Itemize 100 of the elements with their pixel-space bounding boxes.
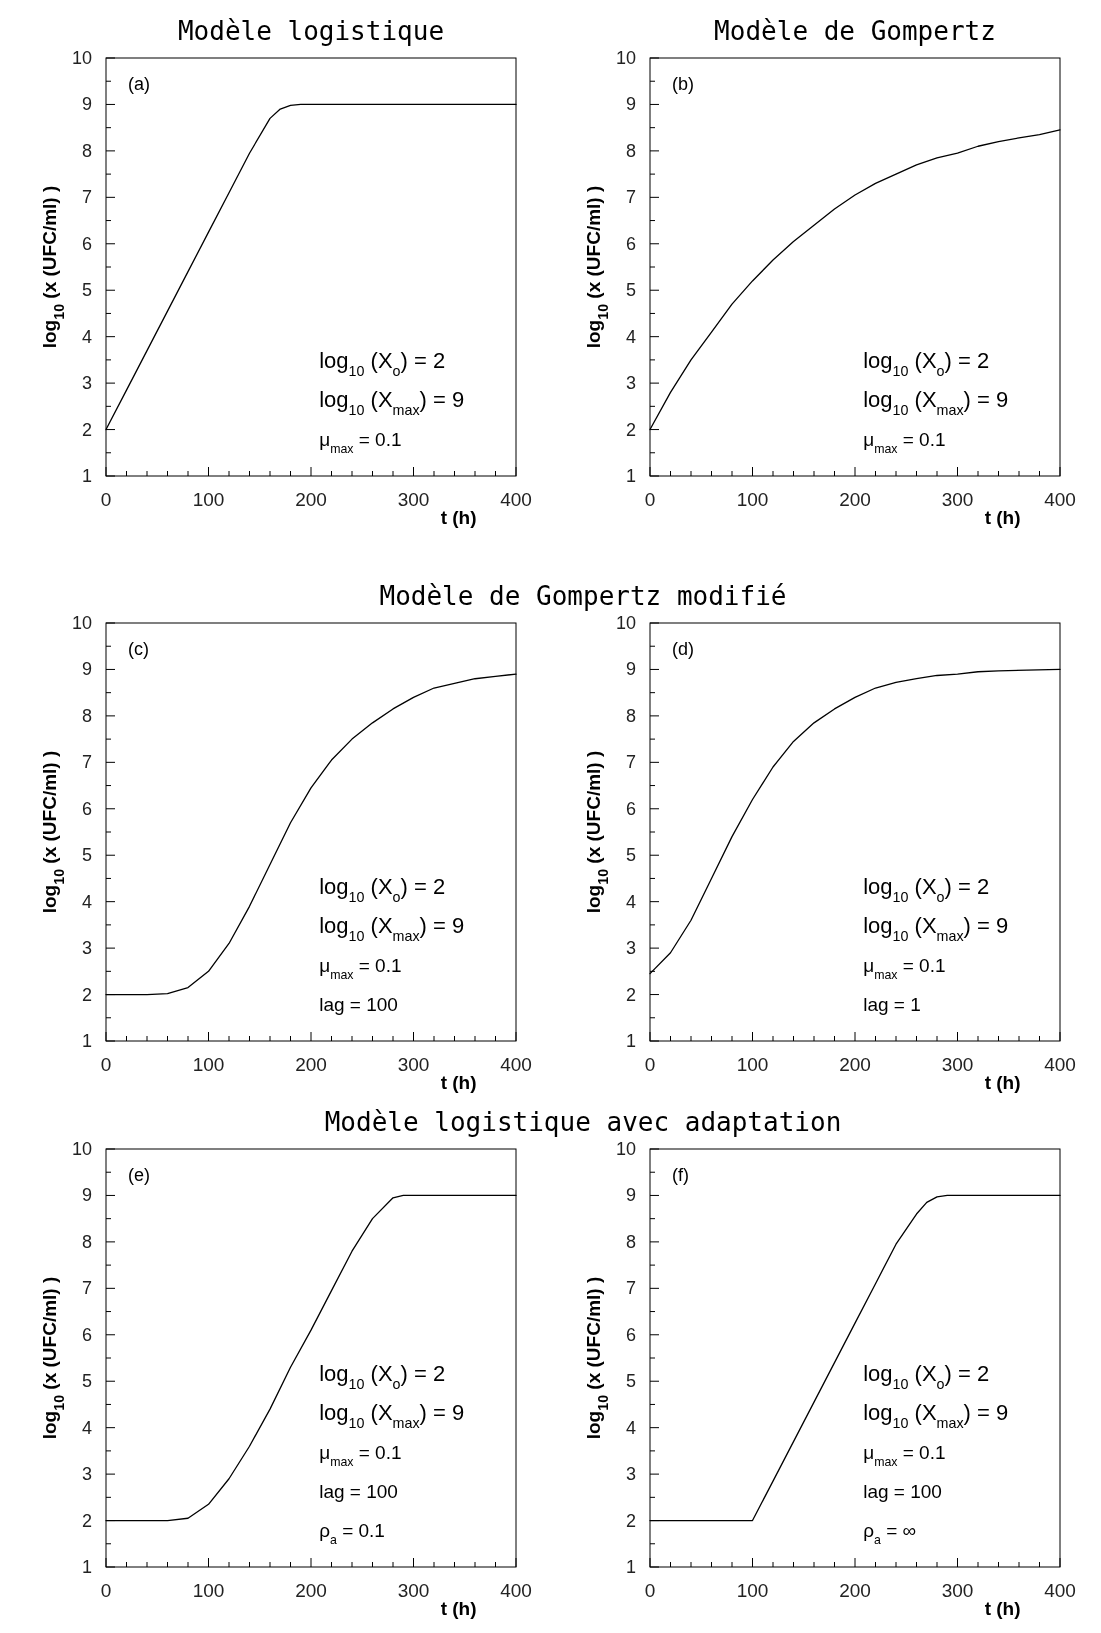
y-tick-label: 10 <box>71 613 92 633</box>
x-axis-title: t (h) <box>440 1598 477 1619</box>
y-tick-label: 7 <box>625 1278 636 1299</box>
annotation: log$_{10}$ (X$_{o}$) = 2 <box>319 348 446 379</box>
y-tick-label: 7 <box>625 752 636 773</box>
x-tick-label: 100 <box>736 1054 769 1075</box>
y-tick-label: 9 <box>81 1185 92 1206</box>
x-axis-title: t (h) <box>440 507 477 528</box>
y-tick-label: 9 <box>625 94 636 115</box>
x-tick-label: 300 <box>941 489 974 510</box>
x-axis-title: t (h) <box>984 507 1021 528</box>
y-tick-label: 2 <box>625 419 636 440</box>
annotation: lag = 1 <box>863 994 921 1015</box>
x-tick-label: 400 <box>1044 1054 1076 1075</box>
annotation: μ$_{max}$ = 0.1 <box>863 429 946 456</box>
x-tick-label: 0 <box>100 489 112 510</box>
x-tick-label: 200 <box>295 1054 327 1075</box>
y-tick-label: 1 <box>81 1031 92 1051</box>
x-tick-label: 100 <box>192 1580 225 1601</box>
y-tick-label: 8 <box>81 1231 92 1252</box>
y-tick-label: 6 <box>81 1324 92 1345</box>
annotation: (c) <box>128 639 149 659</box>
x-axis-title: t (h) <box>984 1072 1021 1093</box>
y-tick-label: 4 <box>81 1417 92 1438</box>
x-tick-label: 200 <box>839 1580 871 1601</box>
annotation: ρ$_{a}$ = ∞ <box>863 1520 917 1547</box>
x-tick-label: 400 <box>500 489 532 510</box>
annotation: μ$_{max}$ = 0.1 <box>863 955 946 982</box>
x-tick-label: 100 <box>736 1580 769 1601</box>
x-tick-label: 200 <box>295 489 327 510</box>
y-tick-label: 9 <box>625 1185 636 1206</box>
annotation: (b) <box>672 74 694 94</box>
y-tick-label: 10 <box>615 48 636 68</box>
y-tick-label: 6 <box>81 798 92 819</box>
y-tick-label: 2 <box>625 1510 636 1531</box>
y-tick-label: 9 <box>81 94 92 115</box>
annotation: log$_{10}$ (X$_{o}$) = 2 <box>863 1361 990 1392</box>
y-tick-label: 1 <box>625 466 636 486</box>
x-tick-label: 100 <box>192 1054 225 1075</box>
x-tick-label: 0 <box>644 489 656 510</box>
annotation: log$_{10}$ (X$_{o}$) = 2 <box>863 348 990 379</box>
annotation: log$_{10}$ (X$_{max}$) = 9 <box>863 913 1009 944</box>
y-tick-label: 7 <box>81 752 92 773</box>
annotation: log$_{10}$ (X$_{max}$) = 9 <box>319 913 465 944</box>
y-tick-label: 10 <box>615 613 636 633</box>
y-tick-label: 6 <box>625 233 636 254</box>
x-tick-label: 400 <box>1044 489 1076 510</box>
y-tick-label: 1 <box>81 1557 92 1577</box>
annotation: μ$_{max}$ = 0.1 <box>863 1442 946 1469</box>
y-tick-label: 7 <box>81 1278 92 1299</box>
y-tick-label: 8 <box>81 705 92 726</box>
y-tick-label: 2 <box>625 984 636 1005</box>
x-tick-label: 300 <box>397 1054 430 1075</box>
x-tick-label: 0 <box>644 1054 656 1075</box>
y-tick-label: 1 <box>625 1557 636 1577</box>
annotation: log$_{10}$ (X$_{o}$) = 2 <box>319 874 446 905</box>
chart-title: Modèle de Gompertz <box>714 16 996 46</box>
annotation: log$_{10}$ (X$_{max}$) = 9 <box>863 1400 1009 1431</box>
y-tick-label: 3 <box>81 938 92 959</box>
x-tick-label: 300 <box>941 1054 974 1075</box>
y-tick-label: 2 <box>81 1510 92 1531</box>
y-tick-label: 9 <box>625 659 636 680</box>
annotation: μ$_{max}$ = 0.1 <box>319 429 402 456</box>
annotation: (e) <box>128 1165 150 1185</box>
annotation: log$_{10}$ (X$_{max}$) = 9 <box>319 387 465 418</box>
annotation: log$_{10}$ (X$_{o}$) = 2 <box>863 874 990 905</box>
text: Modèle logistique avec adaptation <box>324 1107 842 1137</box>
annotation: μ$_{max}$ = 0.1 <box>319 1442 402 1469</box>
y-tick-label: 4 <box>625 891 636 912</box>
y-tick-label: 4 <box>625 326 636 347</box>
y-tick-label: 8 <box>625 140 636 161</box>
annotation: log$_{10}$ (X$_{max}$) = 9 <box>863 387 1009 418</box>
y-tick-label: 6 <box>625 1324 636 1345</box>
y-tick-label: 3 <box>81 373 92 394</box>
annotation: lag = 100 <box>319 1481 398 1502</box>
y-tick-label: 10 <box>71 1139 92 1159</box>
x-tick-label: 400 <box>500 1054 532 1075</box>
y-tick-label: 4 <box>81 326 92 347</box>
annotation: lag = 100 <box>863 1481 942 1502</box>
x-tick-label: 200 <box>839 489 871 510</box>
y-tick-label: 3 <box>81 1464 92 1485</box>
x-tick-label: 200 <box>295 1580 327 1601</box>
y-tick-label: 2 <box>81 419 92 440</box>
x-tick-label: 100 <box>736 489 769 510</box>
y-tick-label: 10 <box>71 48 92 68</box>
y-tick-label: 1 <box>625 1031 636 1051</box>
y-tick-label: 7 <box>625 187 636 208</box>
y-tick-label: 9 <box>81 659 92 680</box>
y-tick-label: 6 <box>625 798 636 819</box>
text: Modèle de Gompertz modifié <box>379 581 787 611</box>
y-tick-label: 5 <box>81 845 92 866</box>
y-tick-label: 5 <box>625 280 636 301</box>
y-tick-label: 4 <box>625 1417 636 1438</box>
x-tick-label: 100 <box>192 489 225 510</box>
annotation: lag = 100 <box>319 994 398 1015</box>
y-tick-label: 5 <box>81 1371 92 1392</box>
y-tick-label: 4 <box>81 891 92 912</box>
y-tick-label: 3 <box>625 1464 636 1485</box>
y-tick-label: 10 <box>615 1139 636 1159</box>
x-tick-label: 0 <box>644 1580 656 1601</box>
